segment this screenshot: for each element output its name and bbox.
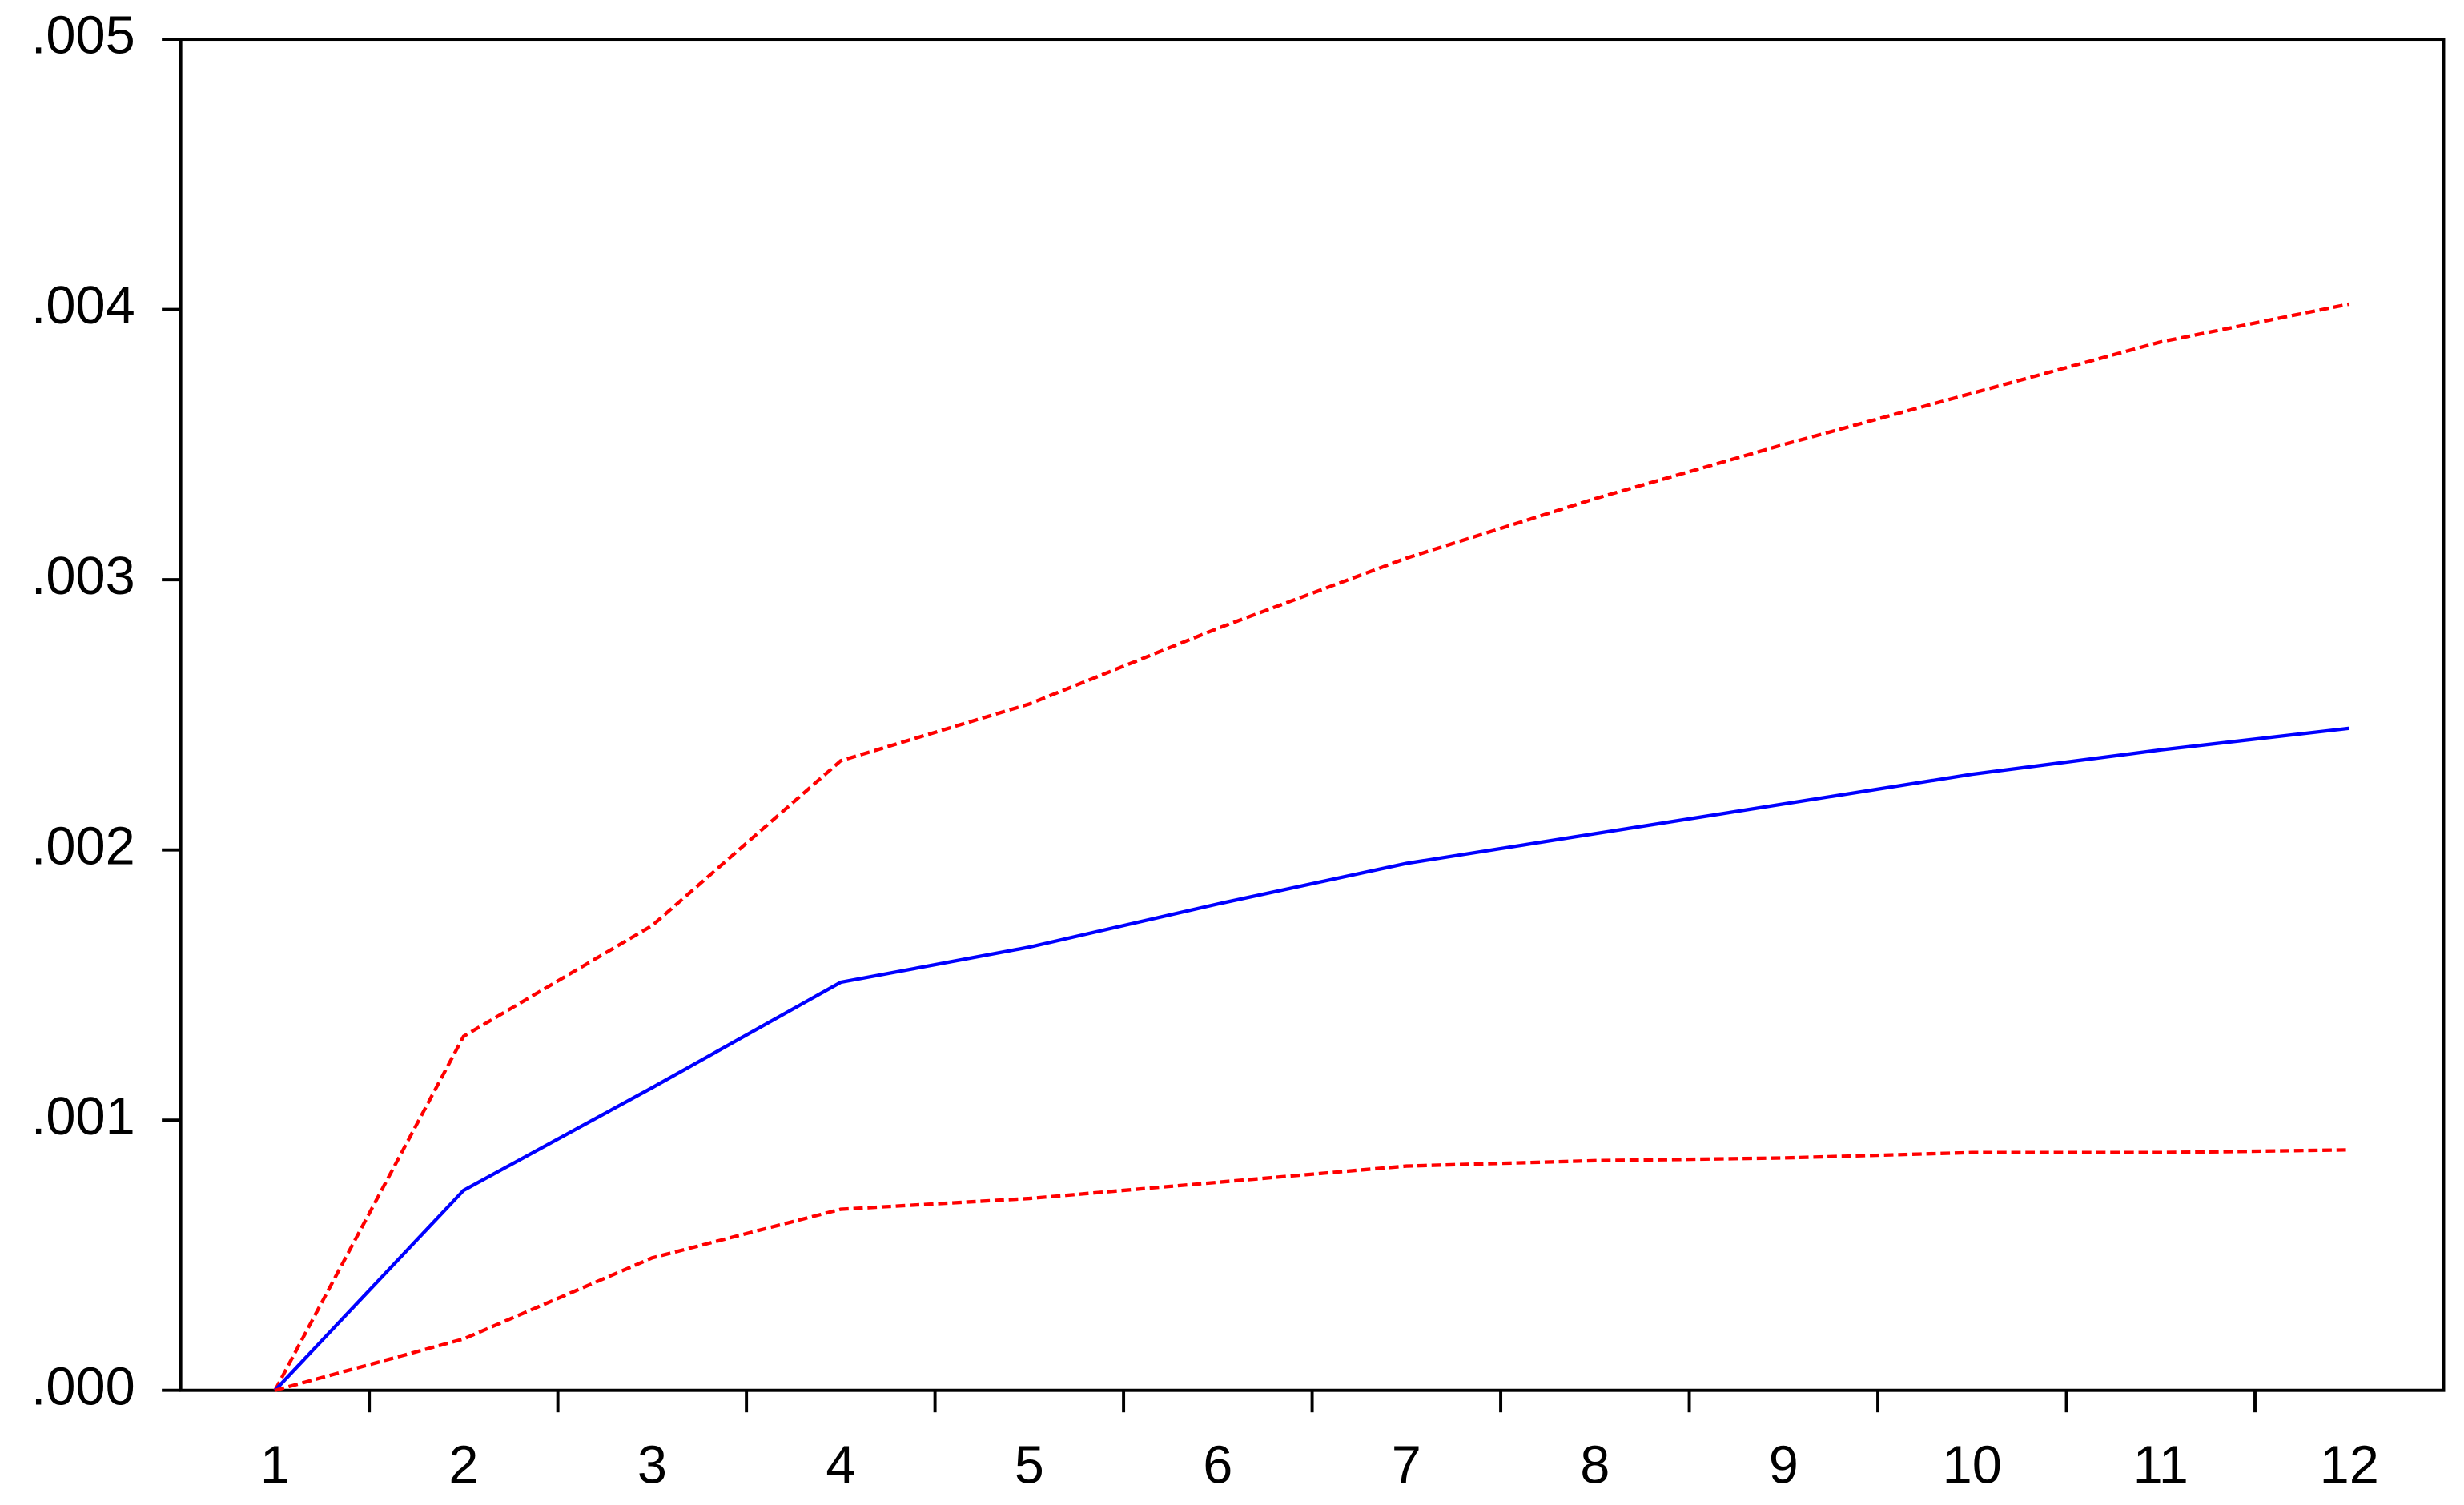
series-line — [274, 1148, 2349, 1392]
x-tick-label: 11 — [2133, 1435, 2189, 1495]
y-tick-label: .004 — [31, 276, 135, 335]
x-tick-label: 8 — [1580, 1435, 1610, 1495]
x-tick-label: 10 — [1943, 1435, 2002, 1495]
y-tick-label: .001 — [31, 1087, 135, 1146]
series-line — [273, 726, 2349, 1392]
x-tick-label: 3 — [637, 1435, 667, 1495]
x-tick-label: 9 — [1769, 1435, 1799, 1495]
x-tick-label: 5 — [1015, 1435, 1044, 1495]
x-tick-label: 12 — [2320, 1435, 2379, 1495]
x-tick-label: 2 — [448, 1435, 478, 1495]
y-tick-label: .002 — [31, 817, 135, 876]
x-tick-label: 4 — [826, 1435, 855, 1495]
x-tick-label: 1 — [260, 1435, 290, 1495]
series-line — [273, 302, 2350, 1391]
x-tick-label: 6 — [1203, 1435, 1232, 1495]
x-tick-label: 7 — [1392, 1435, 1421, 1495]
y-tick-label: .003 — [31, 547, 135, 606]
plot-frame — [179, 38, 2446, 1392]
y-tick-label: .005 — [31, 6, 135, 66]
y-tick-label: .000 — [31, 1357, 135, 1416]
